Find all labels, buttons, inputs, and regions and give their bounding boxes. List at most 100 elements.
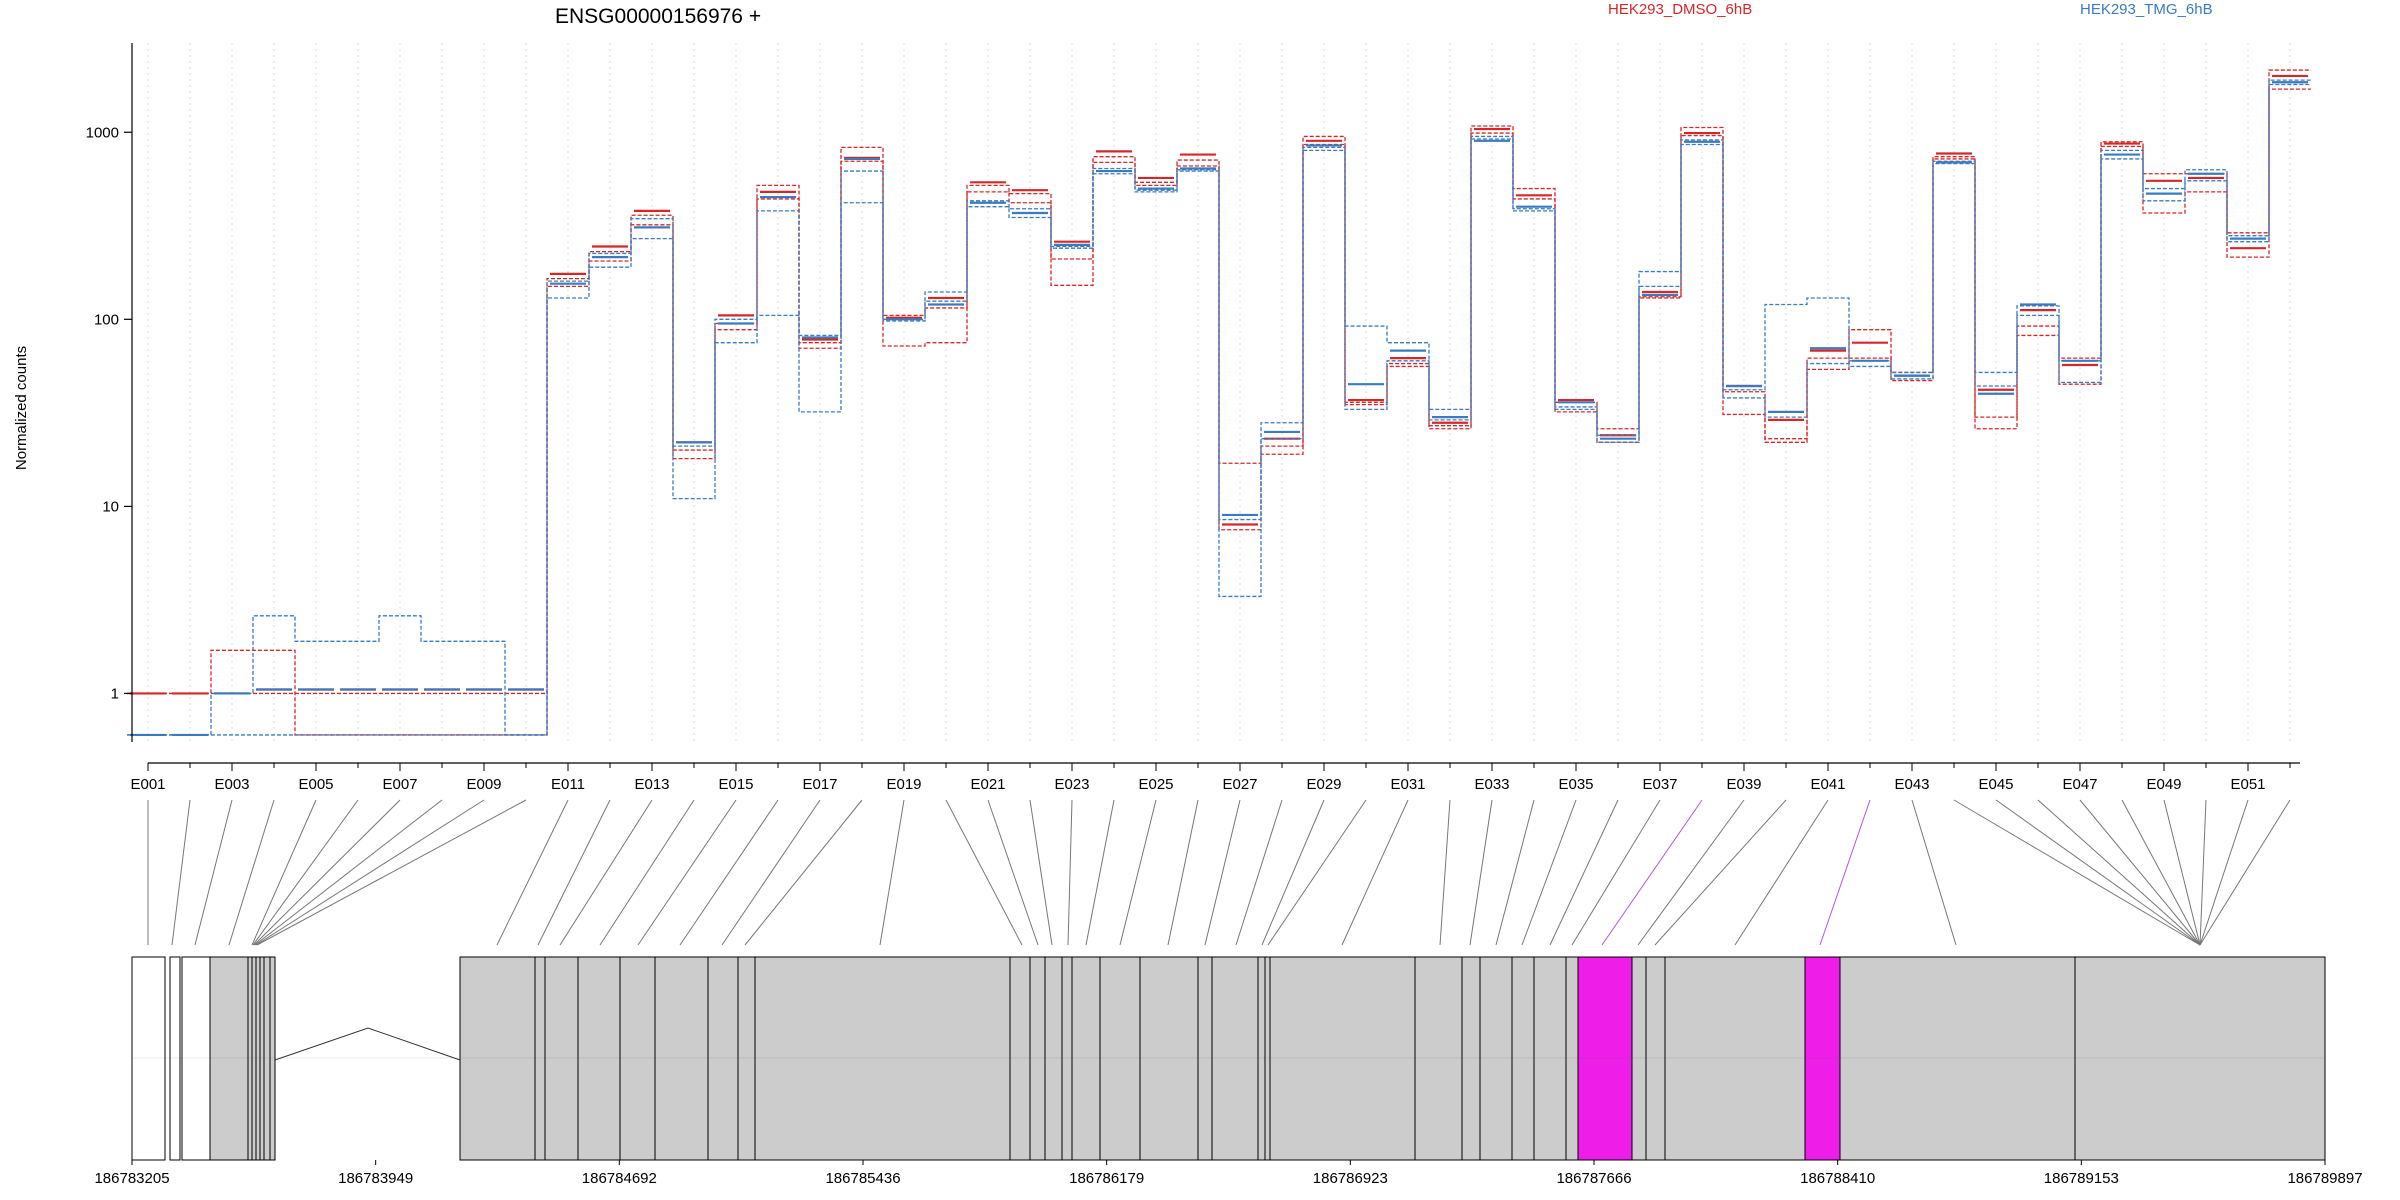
gene-exon bbox=[1264, 956, 1271, 1161]
gene-exon bbox=[263, 956, 271, 1161]
exon-connector bbox=[1029, 799, 1053, 946]
gene-exon bbox=[1139, 956, 1199, 1161]
exon-connector bbox=[1637, 799, 1745, 946]
gene-exon bbox=[654, 956, 709, 1161]
x-tick-label: E049 bbox=[2146, 776, 2181, 793]
x-tick-label: E009 bbox=[466, 776, 501, 793]
gene-exon bbox=[247, 956, 253, 1161]
exon-connector bbox=[721, 799, 821, 946]
y-tick-label: 100 bbox=[94, 311, 119, 328]
x-tick-label: E031 bbox=[1390, 776, 1425, 793]
legend-label-dmso: HEK293_DMSO_6hB bbox=[1608, 1, 1752, 18]
exon-connector bbox=[1995, 799, 2201, 946]
series-tmg-6 bbox=[127, 79, 2311, 736]
gene-exon bbox=[259, 956, 265, 1161]
exon-connector bbox=[496, 799, 569, 946]
gene-exon bbox=[269, 956, 276, 1161]
gene-exon bbox=[1664, 956, 1806, 1161]
gene-exon bbox=[1533, 956, 1567, 1161]
y-axis-label: Normalized counts bbox=[13, 346, 30, 470]
gene-exon bbox=[1511, 956, 1535, 1161]
gene-exon bbox=[181, 956, 211, 1161]
exon-connector bbox=[599, 799, 695, 946]
gene-exon bbox=[1061, 956, 1073, 1161]
exon-connector bbox=[1067, 799, 1073, 946]
coord-tick-label: 186789897 bbox=[2287, 1170, 2362, 1187]
gene-exon bbox=[619, 956, 656, 1161]
gene-exon bbox=[1414, 956, 1463, 1161]
exon-connector bbox=[2199, 799, 2207, 946]
exon-connector bbox=[1571, 799, 1661, 946]
gene-exon bbox=[1071, 956, 1101, 1161]
gene-exon bbox=[1479, 956, 1513, 1161]
y-tick-label: 1000 bbox=[86, 124, 119, 141]
coord-tick-label: 186786923 bbox=[1313, 1170, 1388, 1187]
x-tick-label: E007 bbox=[382, 776, 417, 793]
exon-connector bbox=[1341, 799, 1409, 946]
exon-connector bbox=[254, 799, 443, 946]
exon-connector bbox=[1734, 799, 1829, 946]
exon-connector bbox=[559, 799, 653, 946]
exon-connector bbox=[251, 799, 317, 946]
coord-tick-label: 186787666 bbox=[1556, 1170, 1631, 1187]
gene-model bbox=[131, 956, 2326, 1161]
gene-exon bbox=[707, 956, 739, 1161]
gene-exon bbox=[209, 956, 249, 1161]
coord-tick-label: 186783949 bbox=[338, 1170, 413, 1187]
x-tick-label: E033 bbox=[1474, 776, 1509, 793]
exon-connector bbox=[1167, 799, 1199, 946]
x-tick-label: E051 bbox=[2230, 776, 2265, 793]
exon-connector bbox=[1953, 799, 2201, 946]
gene-exon bbox=[1099, 956, 1141, 1161]
gene-exon bbox=[1269, 956, 1416, 1161]
x-tick-label: E047 bbox=[2062, 776, 2097, 793]
x-tick-label: E045 bbox=[1978, 776, 2013, 793]
x-tick-label: E025 bbox=[1138, 776, 1173, 793]
gene-exon bbox=[1645, 956, 1666, 1161]
highlighted-exon bbox=[1804, 956, 1841, 1161]
exon-connector bbox=[744, 799, 863, 946]
exon-connector bbox=[1469, 799, 1493, 946]
exon-connector bbox=[2121, 799, 2201, 946]
coord-tick-label: 186789153 bbox=[2044, 1170, 2119, 1187]
exon-connector bbox=[1654, 799, 1787, 946]
y-ticks: 1 10 100 1000 bbox=[86, 124, 132, 702]
gene-exon bbox=[459, 956, 536, 1161]
exon-connector bbox=[228, 799, 275, 946]
exon-connector bbox=[679, 799, 779, 946]
gene-exon bbox=[169, 956, 181, 1161]
gene-exon bbox=[1257, 956, 1266, 1161]
gene-exon bbox=[1839, 956, 2076, 1161]
x-tick-label: E039 bbox=[1726, 776, 1761, 793]
gene-exon bbox=[737, 956, 756, 1161]
series-tmg-4 bbox=[130, 81, 2308, 737]
exon-connector bbox=[1549, 799, 1619, 946]
legend-label-tmg: HEK293_TMG_6hB bbox=[2080, 1, 2213, 18]
x-tick-label: E023 bbox=[1054, 776, 1089, 793]
exon-connector bbox=[1267, 799, 1367, 946]
exon-connector bbox=[1911, 799, 1957, 946]
exon-connector bbox=[256, 799, 527, 946]
gene-exon bbox=[1631, 956, 1647, 1161]
gene-exon bbox=[544, 956, 579, 1161]
x-tick-label: E029 bbox=[1306, 776, 1341, 793]
x-tick-label: E043 bbox=[1894, 776, 1929, 793]
gene-exon bbox=[754, 956, 1011, 1161]
coord-tick-label: 186786179 bbox=[1069, 1170, 1144, 1187]
gene-exon bbox=[1029, 956, 1046, 1161]
exon-connector bbox=[1819, 799, 1871, 946]
coord-tick-label: 186783205 bbox=[94, 1170, 169, 1187]
exon-connector bbox=[987, 799, 1039, 946]
gene-exon bbox=[1565, 956, 1579, 1161]
gene-exon bbox=[251, 956, 257, 1161]
gene-exon bbox=[534, 956, 546, 1161]
gene-exon bbox=[131, 956, 166, 1161]
exon-connector bbox=[2079, 799, 2201, 946]
gene-exon bbox=[1044, 956, 1063, 1161]
exon-connector bbox=[194, 799, 233, 946]
x-tick-label: E001 bbox=[130, 776, 165, 793]
x-tick-label: E017 bbox=[802, 776, 837, 793]
series-path bbox=[127, 79, 2311, 736]
exon-connector bbox=[252, 799, 359, 946]
